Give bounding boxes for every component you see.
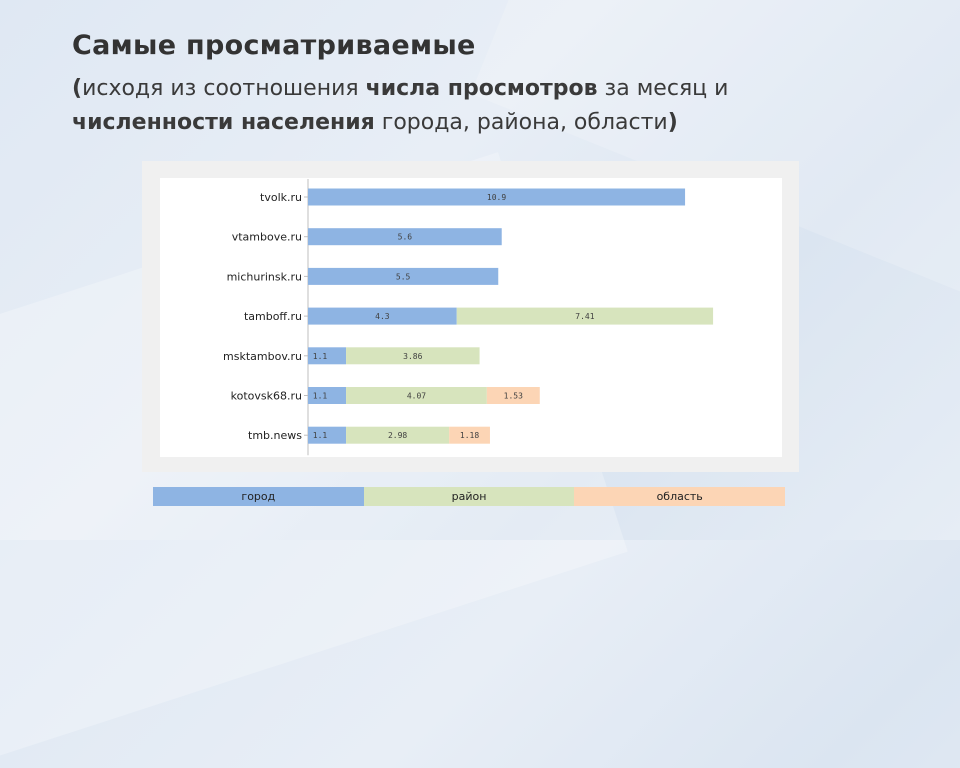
slide-title: Самые просматриваемые [72, 30, 476, 61]
bar-segment [449, 426, 490, 444]
bar-segment [346, 426, 450, 444]
category-label: tvolk.ru [260, 191, 302, 204]
bar-segment [308, 267, 499, 285]
data-label: 7.41 [575, 312, 594, 321]
bar-segment [346, 347, 480, 365]
data-label: 2.98 [388, 431, 407, 440]
category-label: michurinsk.ru [227, 270, 302, 283]
bar-segment [308, 347, 347, 365]
legend-item: область [574, 487, 786, 506]
category-label: tamboff.ru [244, 310, 302, 323]
subtitle-open-paren: ( [72, 76, 83, 101]
bar-segment [346, 387, 487, 404]
bar-segment [308, 387, 347, 404]
category-label: msktambov.ru [223, 350, 302, 363]
data-label: 1.18 [460, 431, 479, 440]
data-label: 1.53 [504, 392, 523, 401]
data-label: 5.6 [398, 233, 413, 242]
data-label: 10.9 [487, 193, 506, 202]
data-label: 4.07 [407, 392, 426, 401]
subtitle-close-paren: ) [667, 110, 678, 135]
data-label: 4.3 [375, 312, 390, 321]
category-label: vtambove.ru [232, 231, 302, 244]
category-label: tmb.news [248, 429, 302, 442]
chart-legend: город район область [153, 487, 786, 506]
data-label: 1.1 [313, 352, 328, 361]
subtitle-part-2: за месяц и [597, 76, 729, 101]
data-label: 5.5 [396, 272, 411, 281]
bar-segment [308, 307, 457, 325]
legend-item: город [153, 487, 364, 506]
data-label: 3.86 [403, 352, 422, 361]
subtitle-part-1: исходя из соотношения [82, 76, 366, 101]
subtitle-bold-views: числа просмотров [365, 76, 598, 101]
data-label: 1.1 [313, 392, 328, 401]
bar-segment [308, 426, 347, 444]
bar-segment [308, 228, 502, 246]
category-label: kotovsk68.ru [231, 390, 302, 403]
bar-segment [486, 387, 540, 404]
legend-item: район [363, 487, 575, 506]
subtitle-bold-population: численности населения [72, 110, 375, 135]
data-label: 1.1 [313, 431, 328, 440]
bar-chart: tvolk.ru 10.9 vtambove.ru 5.6 michurinsk.ru 5… [223, 179, 714, 456]
subtitle-part-3: города, района, области [374, 110, 668, 135]
bar-segment [308, 188, 686, 206]
slide-subtitle: (исходя из соотношения числа просмотров … [72, 72, 872, 140]
bar-segment [456, 307, 714, 325]
